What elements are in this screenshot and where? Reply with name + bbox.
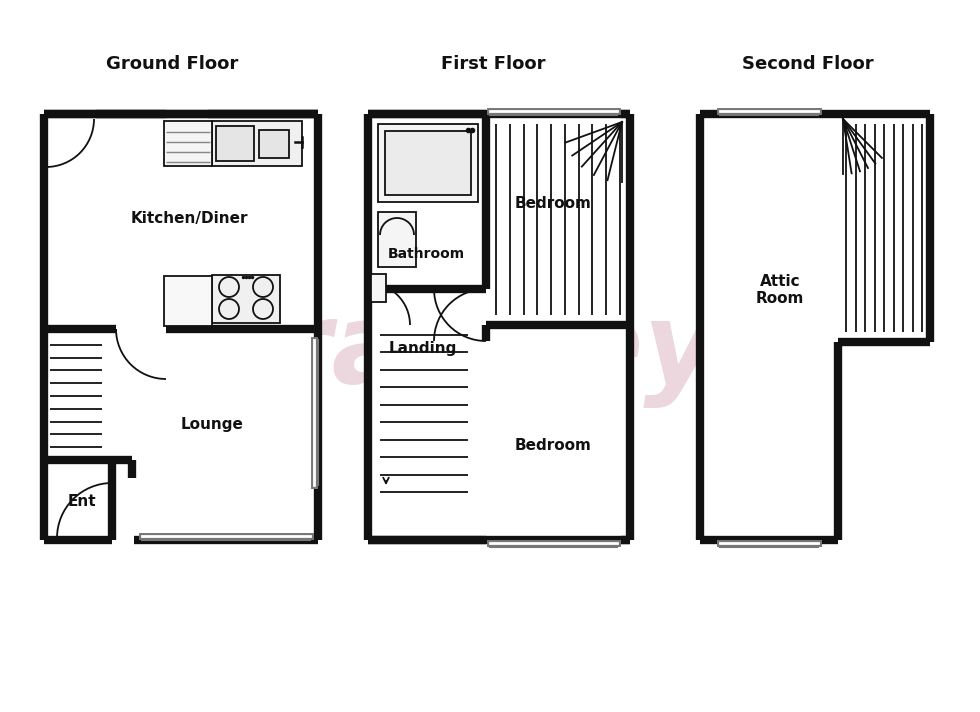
Text: Kitchen/Diner: Kitchen/Diner [130,211,248,226]
Bar [164,276,212,326]
Bar [166,105,208,117]
Bar [378,124,478,202]
Bar [44,114,318,540]
Bar [486,533,621,543]
Bar [371,274,386,302]
Bar [368,114,630,540]
Text: Landing: Landing [389,342,458,357]
Bar [212,275,280,323]
Bar [378,124,478,202]
Bar [43,105,96,117]
Bar [164,121,212,166]
Text: Bedroom: Bedroom [514,197,592,211]
Bar [486,105,621,117]
Bar [212,121,302,166]
Text: Ent: Ent [68,495,96,510]
Text: Attic
Room: Attic Room [756,274,805,306]
Bar [216,126,254,161]
Bar [378,212,416,267]
Bar [385,131,471,195]
Bar [212,121,302,166]
Text: Lounge: Lounge [180,417,243,432]
Text: Ground Floor: Ground Floor [106,55,238,73]
Text: First Floor: First Floor [441,55,545,73]
Text: Bathroom: Bathroom [387,247,465,261]
Bar [164,121,212,166]
Bar [838,114,930,342]
Text: bramleys: bramleys [194,296,786,408]
Bar [700,114,838,540]
Bar [365,214,375,244]
Bar [371,274,386,302]
Text: Bedroom: Bedroom [514,437,592,453]
Bar [212,275,280,323]
Bar [164,276,212,326]
Bar [838,114,930,342]
Bar [259,130,289,158]
Bar [700,114,838,540]
Bar [378,212,416,267]
Text: Second Floor: Second Floor [742,55,874,73]
